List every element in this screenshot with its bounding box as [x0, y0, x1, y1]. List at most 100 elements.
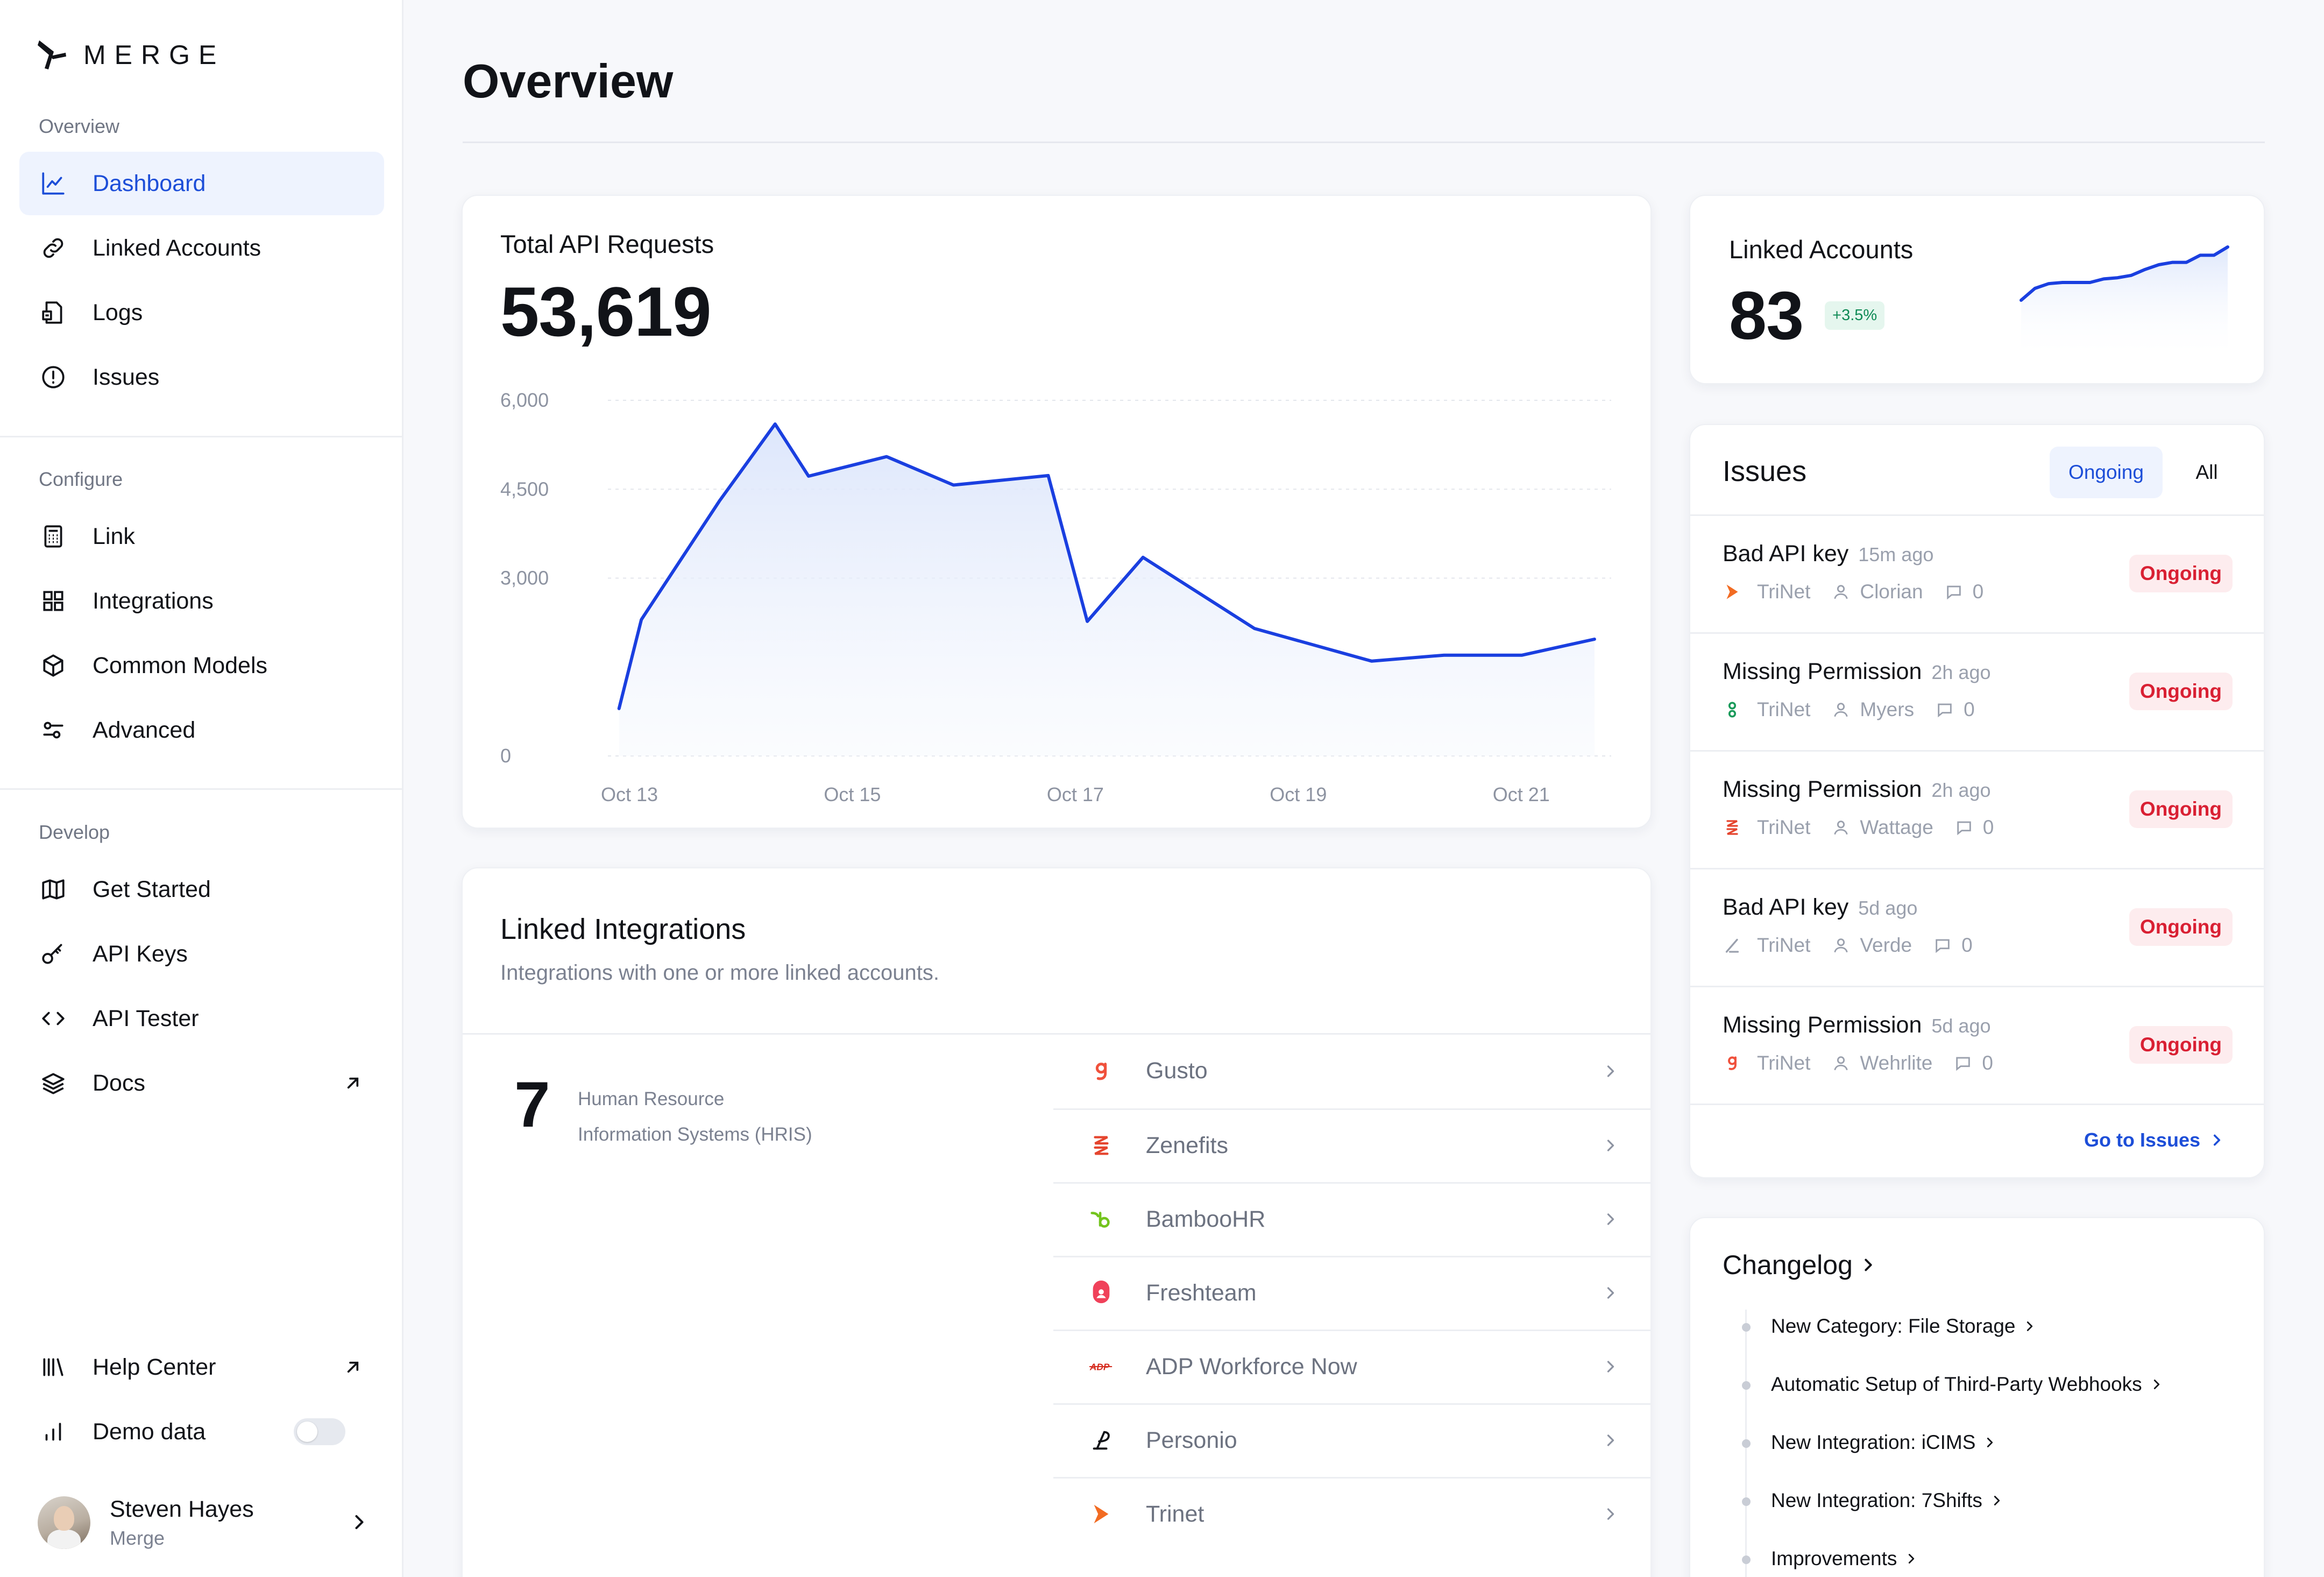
sliders-icon — [39, 716, 68, 745]
issue-row[interactable]: Bad API key 15m ago TriNet Clorian 0 Ongo… — [1690, 514, 2264, 632]
user-profile[interactable]: Steven Hayes Merge — [38, 1493, 371, 1552]
x-tick-label: Oct 19 — [1270, 783, 1327, 805]
linked-accounts-card[interactable]: Linked Accounts 83 +3.5% — [1689, 195, 2265, 384]
changelog-header[interactable]: Changelog — [1723, 1249, 1879, 1281]
integration-row-zenefits[interactable]: Zenefits — [1053, 1108, 1650, 1181]
user-org: Merge — [110, 1526, 165, 1549]
changelog-item[interactable]: New Integration: 7Shifts — [1771, 1489, 2005, 1512]
chevron-right-icon — [1607, 1508, 1614, 1520]
bar-chart-icon — [39, 1417, 68, 1446]
section-label-configure: Configure — [39, 468, 123, 490]
y-tick-label: 4,500 — [500, 478, 549, 500]
changelog-item[interactable]: Improvements — [1771, 1547, 1919, 1570]
sidebar-item-dashboard[interactable]: Dashboard — [19, 152, 384, 215]
status-badge: Ongoing — [2129, 1026, 2233, 1064]
gusto-icon — [1723, 1053, 1742, 1073]
sidebar-item-label: Logs — [93, 299, 143, 326]
series-area — [619, 424, 1595, 756]
y-tick-label: 6,000 — [500, 389, 549, 411]
go-to-issues-link[interactable]: Go to Issues — [2084, 1129, 2226, 1151]
issue-user: Wattage — [1860, 816, 1933, 838]
x-tick-label: Oct 17 — [1047, 783, 1104, 805]
tab-ongoing[interactable]: Ongoing — [2050, 447, 2163, 498]
tab-all[interactable]: All — [2195, 461, 2218, 483]
timeline-dot — [1742, 1555, 1751, 1564]
merge-logo[interactable]: MERGE — [38, 39, 225, 71]
chevron-right-icon — [1865, 1258, 1872, 1271]
integration-name: ADP Workforce Now — [1146, 1353, 1357, 1380]
issues-footer — [1690, 1104, 2264, 1177]
zenefits-icon — [1723, 818, 1742, 837]
integration-row-personio[interactable]: Personio — [1053, 1403, 1650, 1476]
personio-icon — [1723, 936, 1742, 955]
comment-icon — [1936, 939, 1950, 953]
issue-user: Myers — [1860, 698, 1915, 720]
comment-icon — [1957, 821, 1971, 836]
changelog-item-label: New Category: File Storage — [1771, 1315, 2016, 1337]
sidebar-item-docs[interactable]: Docs — [19, 1051, 384, 1115]
issue-row[interactable]: Missing Permission 2h ago TriNet Wattage … — [1690, 750, 2264, 868]
sidebar-item-label: API Keys — [93, 940, 188, 967]
issues-title: Issues — [1723, 455, 1807, 487]
go-to-issues-label: Go to Issues — [2084, 1129, 2200, 1151]
issue-row[interactable]: Missing Permission 5d ago TriNet Wehrlite… — [1690, 986, 2264, 1104]
chevron-right-icon — [1607, 1065, 1614, 1077]
sidebar-item-common-models[interactable]: Common Models — [19, 634, 384, 697]
integration-row-bamboohr[interactable]: BambooHR — [1053, 1182, 1650, 1255]
user-icon — [1834, 821, 1848, 835]
integration-row-trinet[interactable]: Trinet — [1053, 1477, 1650, 1550]
linked-integrations-subtitle: Integrations with one or more linked acc… — [500, 961, 939, 985]
demo-data-toggle[interactable] — [294, 1418, 345, 1445]
sidebar-item-api-keys[interactable]: API Keys — [19, 922, 384, 986]
sidebar-item-label: Integrations — [93, 588, 214, 614]
changelog-item-label: Automatic Setup of Third-Party Webhooks — [1771, 1373, 2142, 1395]
user-name: Steven Hayes — [110, 1496, 254, 1522]
timeline-dot — [1742, 1381, 1751, 1390]
changelog-item[interactable]: Automatic Setup of Third-Party Webhooks — [1771, 1373, 2165, 1396]
sparkline-area — [2021, 247, 2228, 360]
sidebar-item-logs[interactable]: Logs — [19, 281, 384, 344]
integration-name: Gusto — [1146, 1058, 1208, 1084]
series-line — [617, 422, 1596, 710]
issue-row[interactable]: Missing Permission 2h ago TriNet Myers 0 … — [1690, 632, 2264, 750]
integrations-count: 7 — [514, 1069, 550, 1141]
issue-title: Missing Permission — [1723, 776, 1922, 802]
changelog-item[interactable]: New Category: File Storage — [1771, 1315, 2038, 1338]
status-badge: Ongoing — [2129, 908, 2233, 946]
grid-icon — [39, 586, 68, 616]
help-center-link[interactable]: Help Center — [19, 1335, 384, 1399]
sidebar-item-integrations[interactable]: Integrations — [19, 569, 384, 633]
y-tick-label: 0 — [500, 745, 511, 767]
integration-row-adp[interactable]: ADP ADP Workforce Now — [1053, 1330, 1650, 1402]
issue-row[interactable]: Bad API key 5d ago TriNet Verde 0 Ongoing — [1690, 868, 2264, 986]
chevron-right-icon — [1607, 1140, 1614, 1151]
sidebar-item-get-started[interactable]: Get Started — [19, 858, 384, 921]
changelog-item-label: Improvements — [1771, 1547, 1897, 1569]
issue-comments: 0 — [1972, 581, 1984, 603]
comment-icon — [1938, 703, 1952, 718]
user-icon — [1834, 703, 1848, 717]
issue-user: Verde — [1860, 934, 1912, 956]
merge-logo-icon — [38, 40, 66, 69]
integration-row-freshteam[interactable]: Freshteam — [1053, 1256, 1650, 1328]
sidebar-item-advanced[interactable]: Advanced — [19, 698, 384, 762]
timeline-dot — [1742, 1497, 1751, 1506]
x-tick-label: Oct 21 — [1493, 783, 1550, 805]
integration-row-gusto[interactable]: Gusto — [1053, 1035, 1650, 1107]
sidebar-item-label: Advanced — [93, 717, 196, 743]
issue-time: 2h ago — [1931, 661, 1991, 683]
issue-user: Clorian — [1860, 581, 1923, 603]
gusto-icon — [1089, 1059, 1114, 1084]
user-icon — [1834, 1056, 1848, 1071]
chevron-right-icon — [1607, 1213, 1614, 1225]
changelog-card: Changelog New Category: File Storage Aut… — [1689, 1217, 2265, 1577]
card-divider — [463, 1033, 1650, 1035]
changelog-item[interactable]: New Integration: iCIMS — [1771, 1431, 1998, 1454]
sidebar-item-api-tester[interactable]: API Tester — [19, 987, 384, 1050]
sidebar-item-link[interactable]: Link — [19, 505, 384, 568]
sidebar-item-linked-accounts[interactable]: Linked Accounts — [19, 216, 384, 280]
sidebar-item-issues[interactable]: Issues — [19, 345, 384, 409]
calculator-icon — [39, 522, 68, 551]
comment-icon — [1946, 585, 1961, 600]
issue-time: 5d ago — [1931, 1015, 1991, 1037]
